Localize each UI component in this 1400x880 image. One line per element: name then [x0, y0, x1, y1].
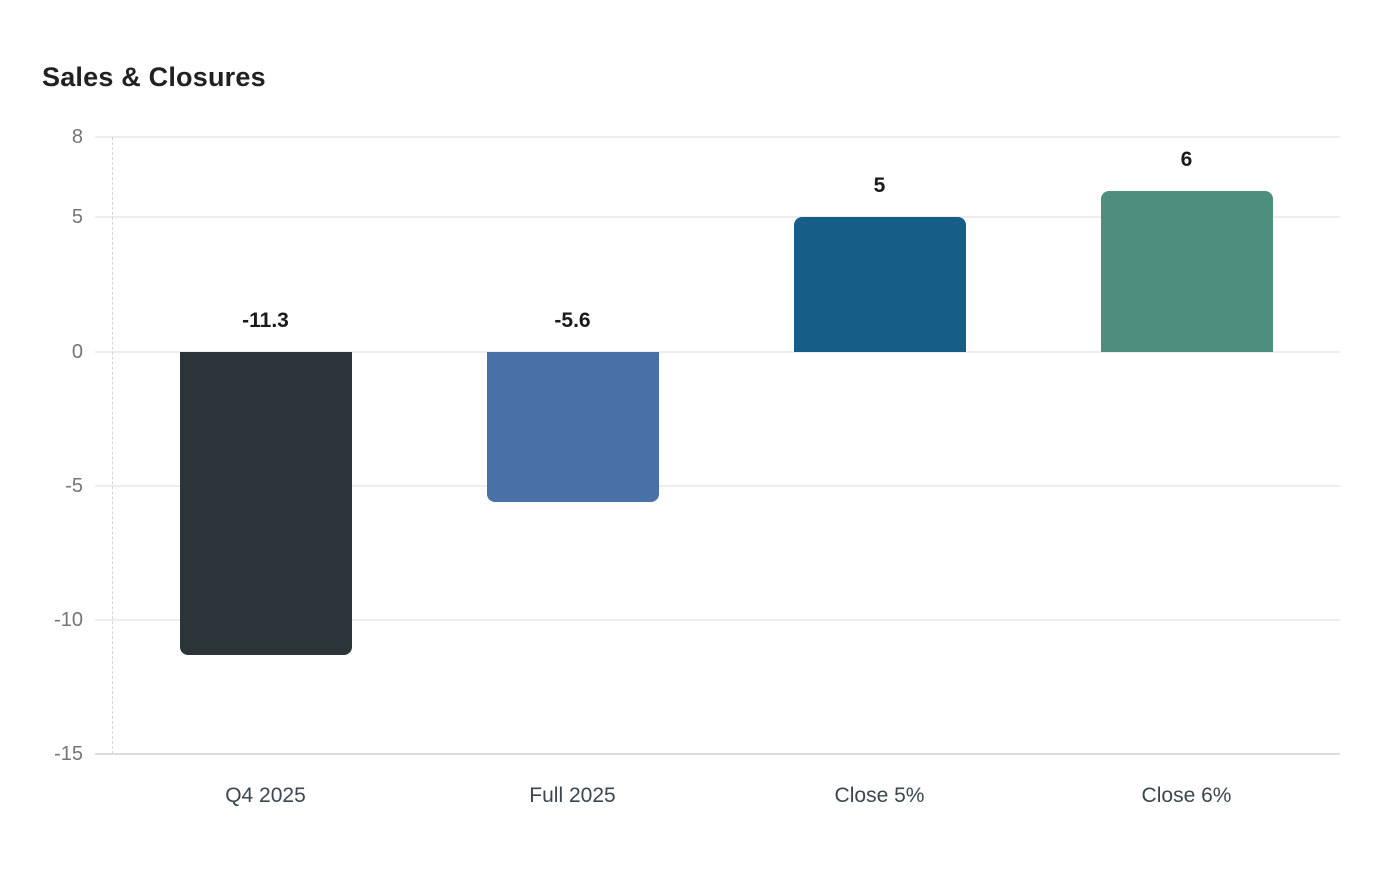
- bar-close-5-: [793, 217, 966, 352]
- gridline: [95, 484, 1340, 487]
- y-axis-line: [112, 137, 113, 754]
- x-axis-baseline: [95, 753, 1340, 755]
- y-axis-tick-label: 5: [71, 206, 83, 229]
- y-axis-tick-label: 8: [71, 126, 83, 148]
- gridline: [95, 350, 1340, 353]
- bar-value-label: 6: [1180, 147, 1193, 171]
- x-axis-category-label: Q4 2025: [225, 784, 306, 807]
- bar-q4-2025: [179, 351, 352, 655]
- y-axis-tick-label: 0: [71, 340, 83, 363]
- y-axis-tick-label: -5: [65, 474, 83, 497]
- gridline: [95, 136, 1340, 138]
- bar-close-6-: [1100, 190, 1273, 352]
- chart-title: Sales & Closures: [42, 62, 266, 92]
- x-axis-category-label: Close 6%: [1141, 784, 1232, 807]
- x-axis-category-label: Full 2025: [529, 784, 616, 807]
- bar-value-label: 5: [873, 174, 886, 198]
- y-axis-tick-label: -10: [54, 608, 83, 631]
- x-axis-category-label: Close 5%: [834, 784, 925, 807]
- gridline: [95, 216, 1340, 219]
- bar-value-label: -5.6: [554, 308, 591, 332]
- bar-value-label: -11.3: [242, 308, 289, 332]
- y-axis-tick-label: -15: [54, 743, 83, 765]
- gridline: [95, 618, 1340, 621]
- bar-full-2025: [486, 351, 659, 502]
